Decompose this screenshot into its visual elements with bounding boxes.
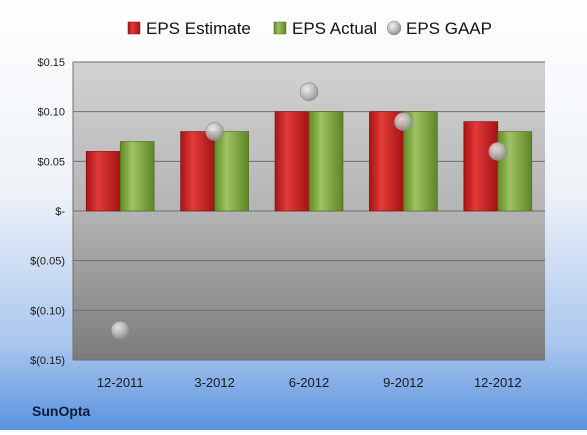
bar-eps-estimate [274,111,310,212]
x-tick-label: 9-2012 [383,375,423,390]
bar-eps-actual [119,141,155,212]
x-tick-label: 12-2012 [474,375,522,390]
point-eps-gaap [299,82,319,102]
y-tick-label: $0.10 [37,107,65,119]
point-eps-gaap [488,142,508,161]
bars [85,111,533,212]
legend-swatch [386,20,402,36]
bar-eps-estimate [463,121,499,212]
point-eps-gaap [394,112,413,131]
y-tick-label: $(0.15) [30,355,65,367]
legend-label: EPS Actual [292,19,377,38]
y-tick-label: $- [55,206,65,218]
bar-eps-estimate [180,131,215,212]
bar-eps-actual [497,131,533,212]
legend: EPS Estimate EPS Actual EPS GAAP [127,19,492,38]
bar-eps-actual [214,131,249,212]
company-name: SunOpta [32,403,91,419]
legend-label: EPS GAAP [406,19,492,38]
x-tick-label: 3-2012 [194,375,234,390]
y-axis-tick-labels: $0.15 $0.10 $0.05 $- $(0.05) $(0.10) $(0.15) [30,57,65,367]
y-tick-label: $(0.10) [30,305,65,317]
bar-eps-estimate [85,151,121,212]
x-tick-label: 6-2012 [289,375,329,390]
y-tick-label: $(0.05) [30,256,65,268]
bar-eps-actual [308,111,344,212]
x-tick-label: 12-2011 [97,375,144,390]
point-eps-gaap [110,320,130,340]
x-axis-tick-labels: 12-2011 3-2012 6-2012 9-2012 12-2012 [97,375,522,390]
legend-swatch [127,21,141,35]
legend-label: EPS Estimate [146,19,251,38]
gaap-points [110,82,508,340]
legend-swatch [273,21,287,35]
y-tick-label: $0.05 [37,156,65,168]
point-eps-gaap [205,122,224,141]
y-tick-label: $0.15 [37,57,65,69]
